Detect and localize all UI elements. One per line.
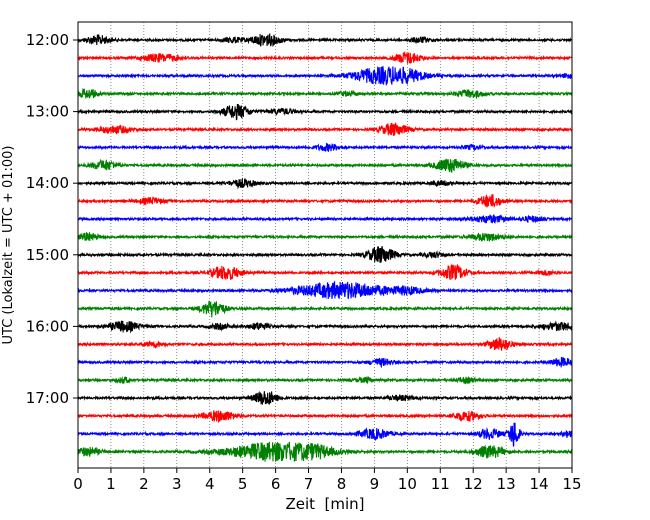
- x-tick-label: 4: [205, 475, 215, 493]
- trace-line: [77, 103, 573, 121]
- trace-line: [77, 122, 573, 136]
- x-tick-label: 1: [106, 475, 116, 493]
- plot-frame: [77, 21, 573, 469]
- trace-line: [77, 320, 573, 334]
- trace-line: [77, 356, 573, 369]
- x-axis-ticks: 0 1 2 3 4 5 6 7 8 9 10 11 12 13 14 15: [73, 468, 582, 493]
- y-tick-label: 12:00: [26, 31, 69, 49]
- trace-line: [77, 33, 573, 47]
- y-tick-label: 14:00: [26, 174, 69, 192]
- x-tick-label: 15: [562, 475, 581, 493]
- y-tick-label: 15:00: [26, 246, 69, 264]
- trace-line: [77, 158, 573, 173]
- trace-line: [77, 337, 573, 351]
- trace-line: [77, 50, 573, 65]
- trace-line: [77, 142, 573, 152]
- x-axis-label: Zeit [min]: [285, 495, 364, 513]
- x-tick-label: 7: [304, 475, 314, 493]
- trace-line: [77, 177, 573, 190]
- x-tick-label: 8: [337, 475, 347, 493]
- seismic-traces: [77, 33, 573, 462]
- trace-line: [77, 375, 573, 385]
- x-tick-label: 10: [398, 475, 417, 493]
- trace-line: [77, 300, 573, 318]
- grid-lines: [110, 22, 540, 468]
- x-tick-label: 0: [73, 475, 83, 493]
- y-tick-label: 16:00: [26, 317, 69, 335]
- trace-line: [77, 246, 573, 263]
- x-tick-label: 3: [172, 475, 182, 493]
- trace-line: [77, 194, 573, 208]
- trace-line: [77, 422, 573, 447]
- x-tick-label: 11: [431, 475, 450, 493]
- x-tick-label: 12: [464, 475, 483, 493]
- trace-line: [77, 441, 573, 462]
- x-tick-label: 2: [139, 475, 149, 493]
- trace-line: [77, 65, 573, 86]
- x-tick-label: 14: [530, 475, 549, 493]
- y-tick-label: 17:00: [26, 389, 69, 407]
- trace-line: [77, 280, 573, 300]
- trace-line: [77, 214, 573, 224]
- x-tick-label: 6: [271, 475, 281, 493]
- x-tick-label: 9: [370, 475, 380, 493]
- trace-line: [77, 410, 573, 424]
- trace-line: [77, 88, 573, 100]
- y-tick-label: 13:00: [26, 103, 69, 121]
- x-tick-label: 13: [497, 475, 516, 493]
- trace-line: [77, 390, 573, 405]
- trace-line: [77, 263, 573, 280]
- x-tick-label: 5: [238, 475, 248, 493]
- y-axis-ticks: 12:00 13:00 14:00 15:00 16:00 17:00: [26, 31, 78, 407]
- y-axis-label: UTC (Lokalzeit = UTC + 01:00): [1, 146, 16, 345]
- trace-line: [77, 232, 573, 242]
